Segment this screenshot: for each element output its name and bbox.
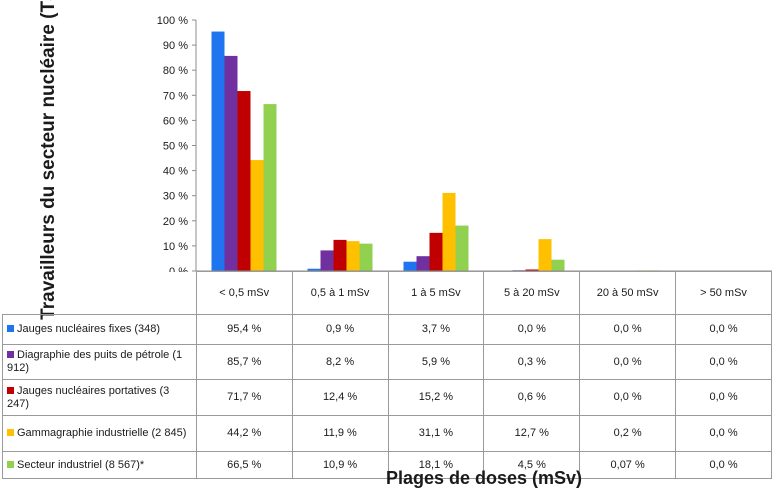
series-legend: Gammagraphie industrielle (2 845) (2, 415, 197, 452)
data-label: 0,0 % (675, 379, 772, 416)
table-row: Jauges nucléaires fixes (348) 95,4 % 0,9 %… (2, 314, 772, 345)
series-name: Secteur industriel (8 567)* (17, 458, 145, 471)
bar (320, 250, 334, 271)
legend-swatch (7, 351, 14, 358)
x-axis-title: Plages de doses (mSv) (385, 468, 583, 488)
data-label: 11,9 % (291, 415, 389, 452)
legend-swatch (7, 325, 14, 332)
data-label: 15,2 % (387, 379, 485, 416)
data-label: 71,7 % (195, 379, 293, 416)
data-label: 0,0 % (675, 344, 772, 380)
data-label: 0,0 % (483, 314, 581, 345)
bar (538, 239, 552, 271)
data-label: 10,9 % (291, 451, 389, 479)
data-label: 12,4 % (291, 379, 389, 416)
data-label: 8,2 % (291, 344, 389, 380)
y-tick-label: 10 % (163, 241, 188, 253)
y-tick-label: 70 % (163, 90, 188, 102)
data-label: 0,2 % (579, 415, 677, 452)
data-label: 44,2 % (195, 415, 293, 452)
bar (346, 241, 360, 271)
series-name: Diagraphie des puits de pétrole (1 912) (7, 349, 183, 374)
legend-swatch (7, 460, 14, 468)
series-legend: Diagraphie des puits de pétrole (1 912) (2, 344, 197, 380)
bar (333, 239, 347, 271)
table-row: Jauges nucléaires portatives (3 247) 71,7… (2, 379, 772, 416)
category-label: 20 à 50 mSv (579, 271, 677, 315)
bar (263, 104, 277, 272)
bar (211, 31, 225, 271)
data-label: 0,0 % (675, 451, 772, 479)
series-name: Jauges nucléaires fixes (348) (17, 323, 161, 335)
table-row: Diagraphie des puits de pétrole (1 912) 8… (2, 344, 772, 380)
category-label: 5 à 20 mSv (483, 271, 581, 315)
bar (442, 192, 456, 271)
y-tick-label: 40 % (163, 166, 188, 178)
data-label: 0,0 % (579, 344, 677, 380)
data-label: 0,9 % (291, 314, 389, 345)
data-label: 31,1 % (387, 415, 485, 452)
bar (307, 268, 321, 271)
data-label: 85,7 % (195, 344, 293, 380)
data-table: < 0,5 mSv 0,5 à 1 mSv 1 à 5 mSv 5 à 20 mSv 2… (2, 271, 772, 479)
bar (551, 259, 565, 271)
series-legend: Jauges nucléaires portatives (3 247) (2, 379, 197, 416)
bar (224, 55, 238, 271)
data-label: 0,0 % (579, 379, 677, 416)
series-legend: Jauges nucléaires fixes (348) (2, 314, 197, 345)
data-label: 0,07 % (579, 451, 677, 479)
bar (403, 261, 417, 271)
legend-swatch (7, 386, 14, 394)
y-axis-title: Travailleurs du secteur nucléaire (TSN) (14, 0, 84, 320)
bar (237, 91, 251, 272)
table-row: Gammagraphie industrielle (2 845) 44,2 % 1… (2, 415, 772, 452)
bar (250, 160, 264, 271)
y-tick-label: 0 % (169, 266, 188, 272)
bar (416, 256, 430, 271)
y-tick-label: 30 % (163, 191, 188, 203)
data-label: 95,4 % (195, 314, 293, 345)
data-label: 5,9 % (387, 344, 485, 380)
table-corner (2, 271, 197, 315)
y-tick-label: 100 % (157, 15, 188, 27)
data-label: 12,7 % (483, 415, 581, 452)
data-label: 0,0 % (675, 415, 772, 452)
bar (429, 232, 443, 271)
category-label: < 0,5 mSv (195, 271, 293, 315)
y-tick-label: 20 % (163, 216, 188, 228)
data-label: 18,1 % (387, 451, 485, 479)
series-name: Gammagraphie industrielle (2 845) (17, 427, 187, 439)
y-tick-label: 60 % (163, 115, 188, 127)
bar-chart: 0 % 10 % 20 % 30 % 40 % 50 % 60 % 70 % 80 % 90 % 1… (157, 15, 772, 272)
legend-swatch (7, 429, 14, 436)
bar (359, 243, 373, 271)
category-label: 1 à 5 mSv (387, 271, 485, 315)
series-legend: Secteur industriel (8 567)* (2, 451, 197, 479)
series-name: Jauges nucléaires portatives (3 247) (7, 384, 170, 410)
y-tick-label: 50 % (163, 141, 188, 153)
y-tick-label: 80 % (163, 65, 188, 77)
data-label: 3,7 % (387, 314, 485, 345)
data-label: 4,5 % (483, 451, 581, 479)
data-label: 0,6 % (483, 379, 581, 416)
data-label: 0,0 % (579, 314, 677, 345)
data-label: 0,3 % (483, 344, 581, 380)
category-label: > 50 mSv (675, 271, 772, 315)
table-row: Secteur industriel (8 567)* 66,5 % 10,9 % 1… (2, 451, 772, 479)
bar (455, 225, 469, 271)
data-label: 0,0 % (675, 314, 772, 345)
category-label: 0,5 à 1 mSv (291, 271, 389, 315)
bar (525, 269, 539, 271)
y-tick-label: 90 % (163, 40, 188, 52)
